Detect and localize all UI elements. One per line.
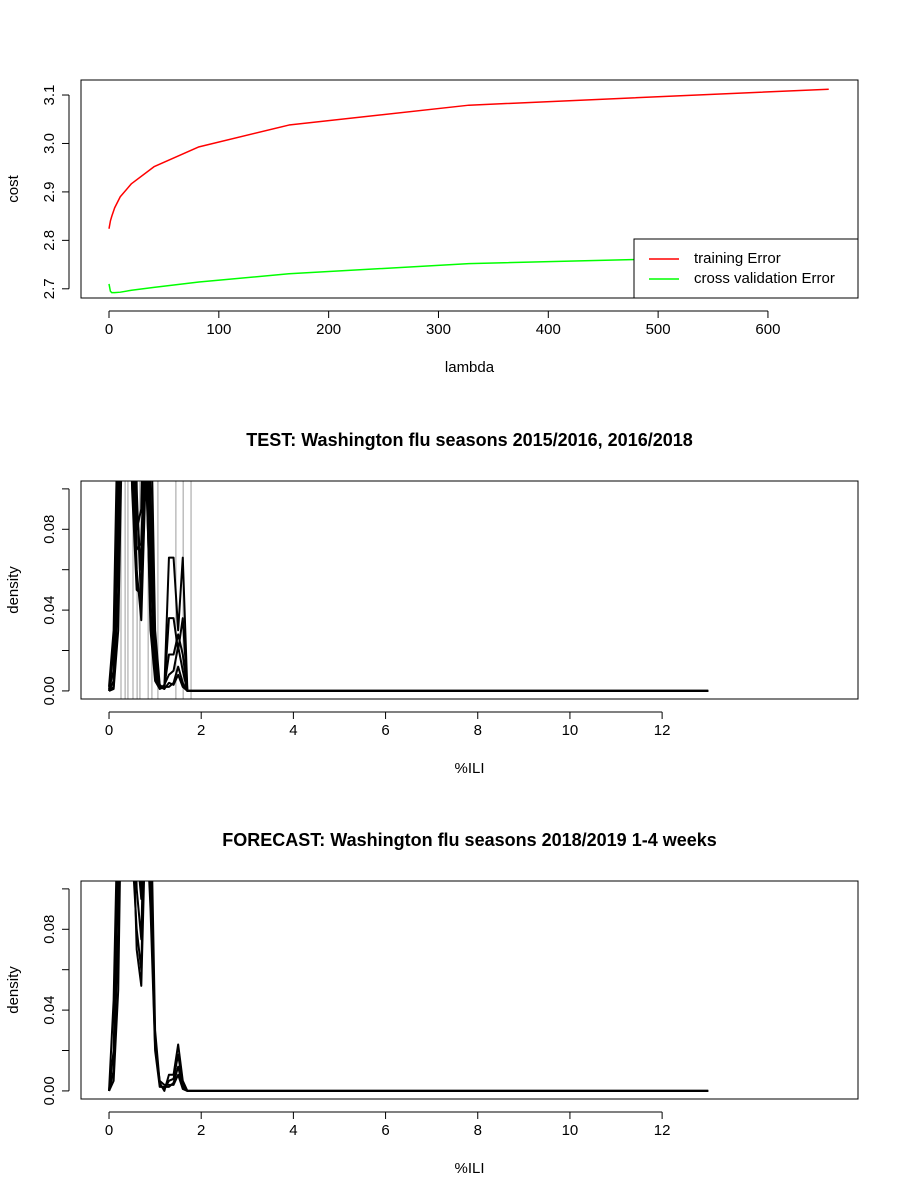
x-tick-label: 4 (289, 1122, 297, 1139)
y-tick-label: 0.04 (41, 596, 58, 625)
x-tick-label: 400 (536, 321, 561, 338)
y-tick-label: 0.00 (41, 1076, 58, 1105)
legend-label: cross validation Error (694, 270, 835, 287)
series-line (108, 88, 829, 229)
chart-title: FORECAST: Washington flu seasons 2018/20… (222, 830, 717, 850)
y-tick-label: 0.00 (41, 676, 58, 705)
series-line (108, 481, 709, 692)
plot-area (108, 881, 709, 1092)
x-tick-label: 8 (474, 1122, 482, 1139)
x-axis-label: lambda (445, 359, 495, 376)
x-tick-label: 0 (105, 321, 113, 338)
x-tick-label: 0 (105, 722, 113, 739)
x-tick-label: 300 (426, 321, 451, 338)
x-tick-label: 500 (646, 321, 671, 338)
y-tick-label: 3.0 (41, 133, 58, 154)
y-tick-label: 2.8 (41, 230, 58, 251)
x-tick-label: 2 (197, 722, 205, 739)
x-tick-label: 6 (381, 1122, 389, 1139)
legend-box (633, 238, 859, 299)
x-tick-label: 100 (206, 321, 231, 338)
x-tick-label: 10 (562, 1122, 579, 1139)
x-tick-label: 12 (654, 1122, 671, 1139)
chart-title: TEST: Washington flu seasons 2015/2016, … (246, 430, 693, 450)
y-axis-label: density (5, 966, 22, 1014)
x-tick-label: 600 (755, 321, 780, 338)
series-line (108, 481, 709, 692)
x-tick-label: 2 (197, 1122, 205, 1139)
plot-box (80, 480, 859, 700)
x-tick-label: 200 (316, 321, 341, 338)
series-line (108, 481, 709, 692)
plot-area (108, 88, 829, 294)
x-tick-label: 8 (474, 722, 482, 739)
x-tick-label: 12 (654, 722, 671, 739)
series-line (108, 481, 709, 692)
x-axis-label: %ILI (454, 760, 484, 777)
y-tick-label: 2.7 (41, 278, 58, 299)
series-line (108, 254, 829, 294)
y-axis-label: density (5, 566, 22, 614)
plot-box (80, 79, 859, 299)
y-tick-label: 0.08 (41, 915, 58, 944)
x-tick-label: 10 (562, 722, 579, 739)
y-tick-label: 3.1 (41, 85, 58, 106)
plot-area (108, 481, 709, 699)
legend-label: training Error (694, 250, 781, 267)
x-tick-label: 6 (381, 722, 389, 739)
x-axis-label: %ILI (454, 1160, 484, 1177)
y-tick-label: 2.9 (41, 181, 58, 202)
y-tick-label: 0.04 (41, 996, 58, 1025)
plot-box (80, 880, 859, 1100)
x-tick-label: 4 (289, 722, 297, 739)
x-tick-label: 0 (105, 1122, 113, 1139)
y-tick-label: 0.08 (41, 515, 58, 544)
y-axis-label: cost (5, 174, 22, 202)
series-line (108, 881, 709, 1092)
